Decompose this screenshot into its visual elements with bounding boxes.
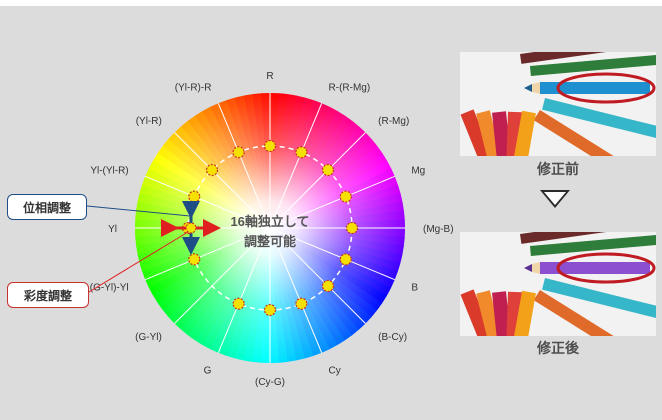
control-dot [345,221,359,235]
control-dot [295,146,308,159]
spoke-line [145,227,271,281]
down-arrow-icon [540,190,570,208]
selected-control-dot [185,222,197,234]
hue-label-3: Mg [411,165,425,176]
hue-label-8: (Cy-G) [255,377,285,388]
hue-label-7: Cy [329,365,341,376]
control-dot [188,253,201,266]
phase-adjust-callout: 位相調整 [7,194,87,220]
control-dot [232,297,245,310]
spoke-line [269,103,323,229]
hue-label-6: (B-Cy) [378,332,407,343]
saturation-adjust-callout: 彩度調整 [7,282,89,308]
hue-labels: R R-(R-Mg) (R-Mg) Mg (Mg-B) B (B-Cy) Cy (Cy-G) G (… [90,71,454,388]
hue-label-9: G [204,365,212,376]
highlight-ring-after [556,252,656,284]
hue-label-12: Yl [108,224,117,235]
saturation-adjust-label: 彩度調整 [23,288,72,303]
after-caption: 修正後 [537,340,579,356]
hue-label-13: Yl-(Yl-R) [90,165,128,176]
hue-label-2: (R-Mg) [378,116,409,127]
pencils-image-after [460,232,656,336]
control-dot [232,146,245,159]
spoke-line [269,227,366,324]
spoke-line [174,132,271,229]
control-points [181,139,359,317]
before-caption: 修正前 [537,161,579,177]
spoke-line [269,132,366,229]
before-photo [460,52,656,156]
highlight-ring-before [556,72,656,104]
hue-label-11: (G-Yl)-Yl [90,283,129,294]
control-dot [339,253,352,266]
center-text-line2: 調整可能 [244,234,296,249]
axis-spokes [135,93,405,363]
hue-label-14: (Yl-R) [136,116,162,127]
saturation-leader-line [88,231,189,293]
phase-leader-line [86,205,191,217]
control-dot [321,163,335,177]
spoke-line [269,227,395,281]
control-dot [205,163,219,177]
hue-label-0: R [266,71,273,82]
control-dot [263,139,277,153]
hue-label-1: R-(R-Mg) [329,83,371,94]
phase-adjust-label: 位相調整 [22,200,71,215]
after-photo [460,232,656,336]
spoke-line [217,103,271,229]
spoke-line [269,227,323,353]
pencils-image-before [460,52,656,156]
spoke-line [145,175,271,229]
control-dot [188,190,201,203]
control-dot [321,279,335,293]
hue-label-4: (Mg-B) [423,224,454,235]
hue-label-5: B [411,283,418,294]
control-dot [263,303,277,317]
control-dot [339,190,352,203]
control-dot [295,297,308,310]
center-text-line1: 16軸独立して [230,214,309,229]
spoke-line [269,175,395,229]
hue-label-15: (Yl-R)-R [175,83,212,94]
hue-label-10: (G-Yl) [135,332,162,343]
spoke-line [174,227,271,324]
spoke-line [217,227,271,353]
